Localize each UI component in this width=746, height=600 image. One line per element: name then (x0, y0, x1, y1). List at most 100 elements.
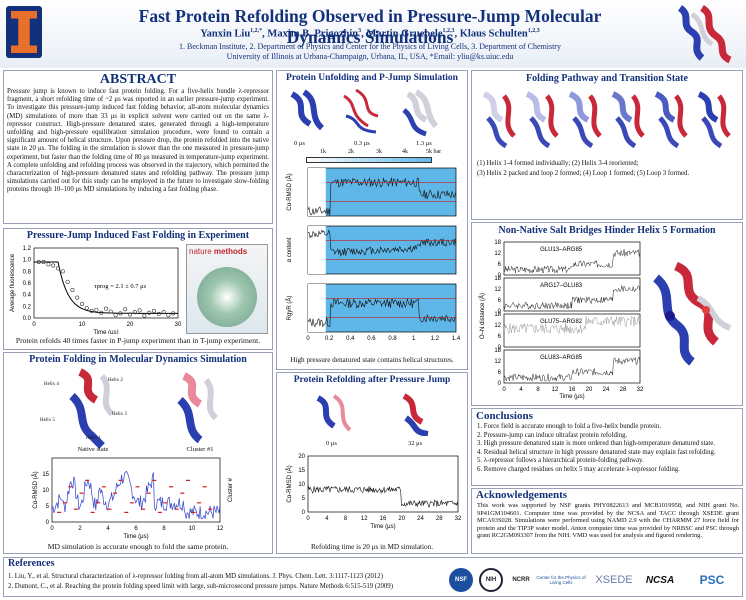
x-axis-label: Time (μs) (93, 330, 118, 334)
x-tick-label: 1.4 (452, 336, 461, 342)
unfold-time-1: 0.3 μs (354, 140, 370, 147)
y-tick-label: 18 (494, 312, 501, 318)
poster-header (0, 0, 746, 68)
pathway-helix (529, 116, 551, 149)
y-tick-label: 12 (494, 287, 501, 293)
x-tick-label: 32 (455, 516, 462, 522)
y-tick-label: 0.2 (23, 304, 32, 310)
ncrr-logo: NCRR (512, 577, 530, 583)
pathway-helix (697, 91, 719, 123)
y-tick-label: 10 (42, 488, 49, 494)
salt-bridge-structure (646, 258, 740, 368)
protein-header-image (672, 2, 744, 66)
plot-region-low-pressure (308, 284, 326, 332)
salt-bridge-label: ARG17–GLU83 (540, 283, 583, 289)
poster-title: Fast Protein Refolding Observed in Press… (138, 6, 602, 47)
data-point (65, 279, 70, 284)
data-point (166, 313, 171, 318)
data-point (75, 295, 80, 300)
conclusion-item: 4. Residual helical structure in high pr… (477, 448, 716, 456)
pathway-helix (615, 116, 637, 149)
plot-frame (307, 283, 457, 333)
x-tick-label: 32 (637, 387, 644, 393)
poster-authors: Yanxin Liu1,2,*, Maxim B. Prigozhin3, Ma… (200, 28, 540, 40)
x-tick-label: 8 (344, 516, 348, 522)
y-tick-label: 0 (498, 381, 502, 387)
plot-frame (503, 313, 641, 348)
y-tick-label: 1.0 (23, 258, 32, 264)
x-axis-label: Time (μs) (370, 524, 395, 530)
unfold-time-2: 1.3 μs (416, 140, 432, 147)
data-point (128, 312, 133, 317)
conclusion-item: 3. High pressure denatured state is more… (477, 440, 715, 448)
plot-frame (307, 455, 459, 513)
cplc-logo: Center for the Physics of Living Cells (536, 575, 586, 585)
refold-snapshot-32 (396, 392, 440, 437)
pathway-heading: Folding Pathway and Transition State (526, 73, 688, 84)
x-tick-label: 6 (134, 526, 138, 532)
abstract-text: Pressure jump is known to induce fast pr… (7, 88, 269, 194)
helix5-label: Helix 5 (40, 418, 55, 423)
x-tick-label: 28 (436, 516, 443, 522)
x-tick-label: 0 (50, 526, 54, 532)
psc-logo: PSC (699, 573, 725, 587)
data-point (36, 259, 41, 264)
pathway-helix (701, 116, 723, 149)
y-tick-label: 0 (498, 345, 502, 351)
pathway-helix (658, 116, 680, 149)
x-tick-label: 12 (217, 526, 224, 532)
y-tick-label: 5 (302, 496, 306, 502)
nature-methods-cover: nature methods (186, 244, 268, 334)
data-point (94, 307, 99, 312)
fit-curve (34, 261, 179, 314)
y-tick-label: 6 (498, 262, 502, 268)
helix3-label: Helix 3 (112, 412, 127, 417)
cluster1-label: Cluster #1 (186, 446, 214, 453)
y2-axis-label: Cluster # (228, 477, 234, 502)
salt-heading: Non-Native Salt Bridges Hinder Helix 5 F… (498, 225, 716, 236)
salt-bridge-label: GLU75–ARG82 (540, 319, 583, 325)
x-tick-label: 24 (603, 387, 610, 393)
y-tick-label: 0.6 (23, 281, 32, 287)
distance-series (503, 249, 641, 274)
pathway-helix (572, 116, 594, 149)
data-point (99, 310, 104, 315)
pathway-helix (611, 91, 633, 123)
conclusions-list: 1. Force field is accurate enough to fol… (477, 423, 741, 475)
conclusion-item: 5. λ-repressor follows a hierarchical pr… (477, 457, 644, 465)
y-axis-label: O–N distance (Å) (479, 293, 486, 339)
pathway-helix (716, 94, 731, 138)
y-axis-label: Cα-RMSD (Å) (32, 471, 39, 508)
conclusions-heading: Conclusions (476, 410, 533, 422)
pathway-helix (568, 91, 590, 123)
x-tick-label: 8 (536, 387, 540, 393)
data-point (70, 287, 75, 292)
y-tick-label: 6 (498, 370, 502, 376)
x-tick-label: 1.2 (431, 336, 440, 342)
data-point (51, 263, 56, 268)
x-tick-label: 1 (412, 336, 416, 342)
mdfold-chart: 0 2 4 6 8 10 12 0 5 10 15 Time (μs) Cα-RMSD (Å) Clust… (32, 457, 234, 540)
pressure-bar-label-4k: 4k (402, 149, 408, 155)
x-axis-label: Time (μs) (559, 394, 584, 400)
unfold-heading: Protein Unfolding and P-Jump Simulation (286, 73, 458, 83)
unfold-time-0: 0 μs (294, 140, 305, 147)
x-axis-label: Time (μs) (123, 534, 148, 540)
unfold-caption: High pressure denatured state contains h… (290, 356, 454, 364)
data-point (147, 310, 152, 315)
data-point (156, 311, 161, 316)
plot-frame (33, 247, 179, 319)
y-axis-label: Cα-RMSD (Å) (286, 173, 293, 210)
y-axis-label: RgyR (Å) (286, 296, 293, 321)
pathway-helix (654, 91, 676, 123)
pjump-caption: Protein refolds 40 times faster in P-jum… (15, 336, 261, 345)
x-tick-label: 0.6 (367, 336, 376, 342)
ncsa-logo: NCSA (645, 574, 675, 586)
x-tick-label: 0 (32, 322, 36, 328)
helix4-label: Helix 4 (44, 382, 59, 387)
conclusion-item: 6. Remove charged residues on helix 5 ma… (477, 465, 680, 473)
y-tick-label: 0.0 (23, 316, 32, 322)
pressure-bar-label-3k: 3k (376, 149, 382, 155)
y-tick-label: 1.2 (23, 246, 32, 252)
x-tick-label: 2 (78, 526, 82, 532)
